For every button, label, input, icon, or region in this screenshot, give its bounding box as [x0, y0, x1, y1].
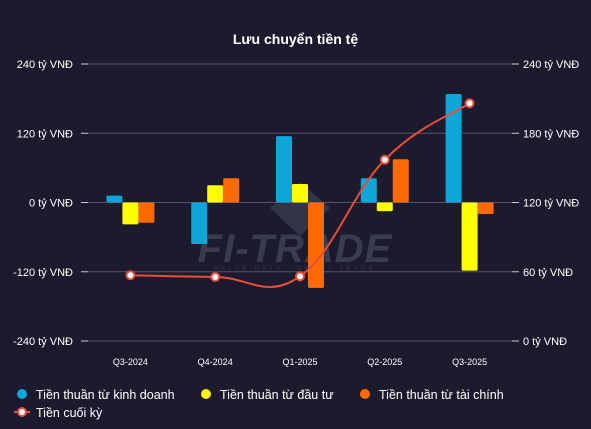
line-point[interactable]	[379, 154, 390, 165]
y-left-tick-label: 240 tỷ VNĐ	[17, 59, 73, 71]
bar[interactable]	[276, 136, 292, 203]
bar[interactable]	[308, 202, 324, 288]
bar[interactable]	[461, 202, 478, 271]
bars	[106, 94, 494, 288]
y-axis-left: 240 tỷ VNĐ 120 tỷ VNĐ 0 tỷ VNĐ -120 tỷ VNĐ -…	[13, 59, 73, 348]
line-point[interactable]	[125, 270, 136, 281]
y-right-tick-label: 240 tỷ VNĐ	[523, 59, 579, 71]
line-point[interactable]	[464, 98, 475, 109]
bar[interactable]	[477, 202, 494, 215]
line-point[interactable]	[210, 271, 221, 282]
line-series	[125, 98, 475, 288]
bar[interactable]	[392, 159, 409, 203]
bar[interactable]	[138, 202, 155, 223]
legend-marker	[17, 407, 27, 417]
bar[interactable]	[445, 94, 462, 203]
y-left-tick-label: -120 tỷ VNĐ	[13, 267, 73, 279]
bar[interactable]	[106, 195, 123, 203]
watermark-subtext: VALUE DATA . SMART TRADE	[214, 265, 376, 272]
legend: Tiền thuần từ kinh doanh Tiền thuần từ đ…	[14, 388, 504, 420]
legend-label: Tiền thuần từ đầu tư	[220, 388, 334, 402]
bar[interactable]	[360, 178, 377, 203]
x-tick-label: Q3-2024	[113, 357, 148, 367]
legend-marker	[17, 389, 27, 399]
chart-title: Lưu chuyển tiền tệ	[233, 31, 358, 47]
bar[interactable]	[207, 185, 224, 203]
legend-label: Tiền thuần từ kinh doanh	[36, 388, 175, 402]
bar[interactable]	[376, 202, 393, 212]
bar[interactable]	[122, 202, 139, 225]
watermark-text: FI-TRADE	[198, 227, 393, 271]
legend-item-ending-cash[interactable]: Tiền cuối kỳ	[14, 406, 103, 420]
legend-label: Tiền cuối kỳ	[36, 406, 103, 420]
bar[interactable]	[191, 202, 208, 245]
y-right-tick-label: 120 tỷ VNĐ	[523, 198, 579, 210]
legend-marker	[360, 389, 370, 399]
watermark-logo: FI-TRADE VALUE DATA . SMART TRADE	[198, 182, 393, 272]
line-point[interactable]	[295, 271, 305, 282]
x-tick-label: Q4-2024	[198, 357, 233, 367]
y-right-tick-label: 60 tỷ VNĐ	[523, 267, 573, 279]
x-axis: Q3-2024 Q4-2024 Q1-2025 Q2-2025 Q3-2025	[113, 357, 487, 367]
y-right-tick-label: 180 tỷ VNĐ	[523, 128, 579, 140]
x-tick-label: Q3-2025	[452, 357, 487, 367]
x-tick-label: Q2-2025	[367, 357, 402, 367]
y-left-tick-label: 120 tỷ VNĐ	[17, 128, 73, 140]
bar[interactable]	[292, 184, 308, 203]
y-right-tick-label: 0 tỷ VNĐ	[523, 336, 567, 348]
legend-item-investing[interactable]: Tiền thuần từ đầu tư	[201, 388, 334, 402]
legend-label: Tiền thuần từ tài chính	[379, 388, 504, 402]
legend-marker	[201, 389, 211, 399]
y-left-tick-label: -240 tỷ VNĐ	[13, 336, 73, 348]
legend-item-financing[interactable]: Tiền thuần từ tài chính	[360, 388, 504, 402]
x-tick-label: Q1-2025	[282, 357, 317, 367]
bar[interactable]	[223, 178, 240, 203]
y-axis-right: 240 tỷ VNĐ 180 tỷ VNĐ 120 tỷ VNĐ 60 tỷ VNĐ 0…	[523, 59, 579, 348]
y-left-tick-label: 0 tỷ VNĐ	[29, 198, 73, 210]
legend-item-operating[interactable]: Tiền thuần từ kinh doanh	[17, 388, 175, 402]
